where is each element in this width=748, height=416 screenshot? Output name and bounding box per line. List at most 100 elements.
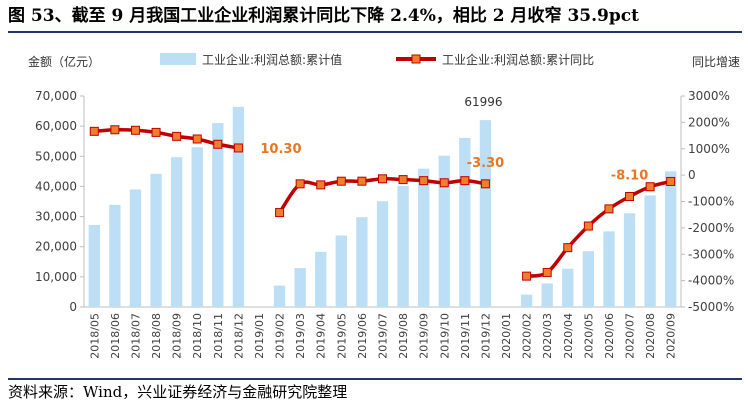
y-right-tick-label: 3000% xyxy=(688,89,730,103)
y-right-tick-label: -1000% xyxy=(688,195,734,209)
bar xyxy=(665,171,677,307)
title-rule xyxy=(8,31,742,33)
line-point xyxy=(336,176,346,186)
y-left-tick-label: 0 xyxy=(69,300,77,314)
line-point xyxy=(316,180,326,190)
y-left-tick-label: 20,000 xyxy=(35,240,77,254)
line-point xyxy=(522,271,532,281)
bar xyxy=(603,231,615,307)
line-point xyxy=(625,191,635,201)
y-right-tick-label: 2000% xyxy=(688,115,730,129)
x-tick-label: 2020/03 xyxy=(541,313,554,359)
bar xyxy=(582,251,595,307)
x-tick-label: 2020/01 xyxy=(500,313,513,359)
y-right-tick-label: 0 xyxy=(688,168,696,182)
x-tick-label: 2018/11 xyxy=(212,313,225,359)
line-point xyxy=(213,139,223,149)
bar xyxy=(129,189,142,307)
bar xyxy=(438,155,450,307)
line-point xyxy=(275,208,285,218)
line-point xyxy=(89,126,99,136)
y-right-tick-label: 1000% xyxy=(688,142,730,156)
y-left-tick-label: 50,000 xyxy=(35,149,77,163)
x-tick-label: 2018/06 xyxy=(109,313,122,359)
line-point xyxy=(439,178,449,188)
line-point xyxy=(563,243,573,253)
bar xyxy=(356,217,368,307)
bar xyxy=(232,106,245,307)
bar xyxy=(376,201,389,307)
x-tick-label: 2019/06 xyxy=(356,313,369,359)
y-right-tick-label: -3000% xyxy=(688,247,734,261)
line-point xyxy=(480,179,490,189)
line-point xyxy=(357,176,367,186)
y-right-tick-label: -2000% xyxy=(688,221,734,235)
bar xyxy=(294,268,306,307)
line-point xyxy=(172,131,182,141)
legend-line-label: 工业企业:利润总额:累计同比 xyxy=(442,52,594,67)
x-tick-label: 2019/05 xyxy=(335,313,348,359)
x-tick-label: 2019/09 xyxy=(418,313,431,359)
source-rule xyxy=(8,378,742,380)
bar xyxy=(541,283,553,307)
line-point xyxy=(151,127,161,137)
x-tick-label: 2018/10 xyxy=(191,313,204,359)
y-left-tick-label: 40,000 xyxy=(35,179,77,193)
x-tick-label: 2018/09 xyxy=(171,313,184,359)
bar xyxy=(562,268,574,307)
source-note: 资料来源：Wind，兴业证券经济与金融研究院整理 xyxy=(8,383,348,401)
line-point xyxy=(645,182,655,192)
legend-bar-label: 工业企业:利润总额:累计值 xyxy=(202,52,342,67)
data-label: 10.30 xyxy=(260,142,301,157)
line-point xyxy=(192,134,202,144)
x-tick-label: 2020/07 xyxy=(624,313,637,359)
data-label: -8.10 xyxy=(611,168,648,183)
x-tick-label: 2019/03 xyxy=(294,313,307,359)
x-tick-label: 2018/05 xyxy=(88,313,101,359)
x-tick-label: 2020/08 xyxy=(644,313,657,359)
line-point xyxy=(604,204,614,214)
plot-area: 0 10,000 20,000 30,000 40,000 50,000 60,000 70,… xyxy=(35,89,734,359)
bar xyxy=(520,294,533,307)
bar xyxy=(191,147,203,307)
bar xyxy=(644,195,656,307)
data-label: -3.30 xyxy=(467,156,504,171)
bar xyxy=(88,225,100,307)
data-label: 61996 xyxy=(464,95,502,109)
x-tick-label: 2019/01 xyxy=(253,313,266,359)
y-left-tick-label: 60,000 xyxy=(35,119,77,133)
line-point xyxy=(666,176,676,186)
bar xyxy=(479,120,492,307)
x-tick-label: 2018/12 xyxy=(232,313,245,359)
y-left-tick-label: 30,000 xyxy=(35,210,77,224)
line-point xyxy=(583,221,593,231)
line-point xyxy=(233,143,243,153)
x-tick-label: 2020/09 xyxy=(665,313,678,359)
y-right-tick-label: -5000% xyxy=(688,300,734,314)
line-point xyxy=(398,175,408,185)
bar xyxy=(623,213,636,307)
x-tick-label: 2018/08 xyxy=(150,313,163,359)
x-tick-label: 2020/02 xyxy=(521,313,534,359)
line-point xyxy=(130,125,140,135)
line-point xyxy=(110,125,120,135)
y-right-axis-label: 同比增速 xyxy=(692,55,740,69)
legend-bar-swatch xyxy=(160,53,196,65)
bar xyxy=(150,173,162,307)
x-tick-label: 2019/12 xyxy=(479,313,492,359)
bar xyxy=(418,168,430,307)
line-point xyxy=(460,176,470,186)
x-tick-label: 2019/04 xyxy=(315,313,328,359)
bar xyxy=(212,123,224,307)
y-left-tick-label: 10,000 xyxy=(35,270,77,284)
line-point xyxy=(542,267,552,277)
line-point xyxy=(295,179,305,189)
legend[interactable]: 工业企业:利润总额:累计值 工业企业:利润总额:累计同比 xyxy=(160,52,594,67)
y-left-tick-label: 70,000 xyxy=(35,89,77,103)
bar xyxy=(170,157,183,307)
bar xyxy=(397,185,409,307)
bar xyxy=(315,251,327,307)
bar xyxy=(273,285,286,307)
x-tick-label: 2019/07 xyxy=(377,313,390,359)
